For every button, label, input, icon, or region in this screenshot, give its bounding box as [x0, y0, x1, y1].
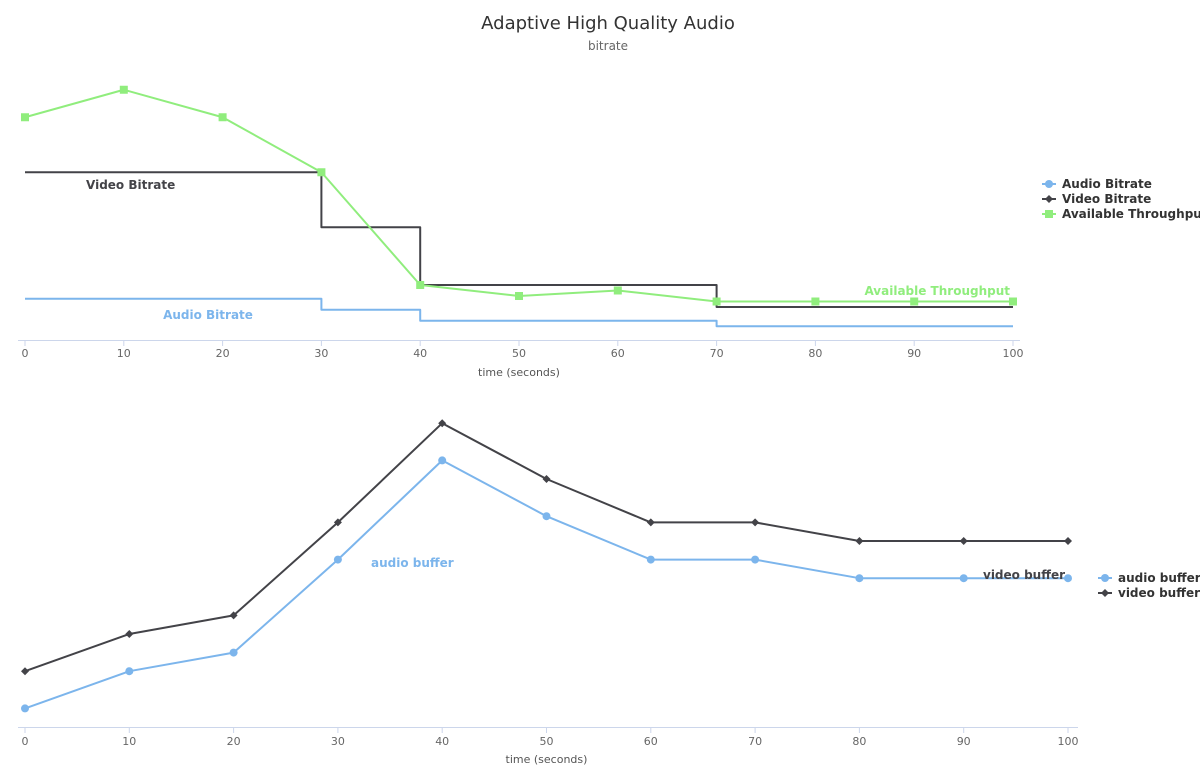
x-tick-label: 0 [22, 735, 29, 748]
series-line-available-throughput [24, 88, 1013, 303]
data-point [1064, 574, 1072, 583]
series-audio-buffer: audio buffer [21, 456, 1072, 713]
data-point [712, 297, 721, 306]
legend-item-audio-buffer: audio buffer [1098, 571, 1200, 585]
x-tick-label: 60 [644, 735, 658, 748]
x-tick-label: 50 [512, 347, 526, 360]
data-point [438, 456, 447, 465]
x-tick-label: 80 [852, 735, 866, 748]
x-tick-label: 10 [122, 735, 136, 748]
data-point [959, 574, 968, 583]
data-point [1009, 297, 1017, 306]
data-point [218, 113, 227, 122]
series-line-audio-buffer [24, 459, 1068, 710]
data-point [751, 555, 760, 564]
legend-label: Audio Bitrate [1062, 177, 1152, 191]
bitrate-chart: 0 10 20 30 40 50 60 70 80 90 100 time (seconds) Audi… [18, 85, 1200, 379]
series-audio-bitrate: Audio Bitrate [25, 297, 1013, 328]
legend-label: video buffer [1118, 586, 1200, 600]
x-tick-label: 0 [22, 347, 29, 360]
chart-title: Adaptive High Quality Audio [481, 13, 735, 34]
data-point [438, 419, 447, 428]
data-point [542, 512, 551, 521]
data-point [855, 574, 864, 583]
x-tick-label: 90 [907, 347, 921, 360]
chart-subtitle: bitrate [588, 39, 628, 53]
data-point [21, 667, 29, 676]
x-tick-label: 20 [227, 735, 241, 748]
series-available-throughput: Available Throughput [21, 85, 1017, 306]
legend-label: Available Throughput [1062, 207, 1200, 221]
legend-marker [1045, 180, 1053, 188]
series-label: Audio Bitrate [163, 308, 253, 322]
series-line-video-buffer [24, 422, 1068, 673]
series-label: Video Bitrate [86, 178, 175, 192]
data-point [542, 475, 551, 483]
data-point [613, 286, 622, 295]
data-point [751, 518, 760, 527]
x-tick-label: 100 [1003, 347, 1024, 360]
series-label: audio buffer [371, 556, 454, 570]
x-axis-title: time (seconds) [506, 753, 588, 766]
legend-marker [1045, 195, 1053, 203]
data-point [119, 85, 128, 94]
legend-marker [1101, 574, 1109, 582]
data-point [515, 292, 523, 300]
series-label: video buffer [983, 568, 1065, 582]
data-point [21, 704, 29, 713]
legend-marker [1101, 589, 1109, 597]
data-point [21, 113, 29, 122]
x-tick-label: 40 [413, 347, 427, 360]
x-axis-title: time (seconds) [478, 366, 560, 379]
x-tick-label: 80 [808, 347, 822, 360]
x-tick-label: 60 [611, 347, 625, 360]
x-tick-label: 70 [710, 347, 724, 360]
x-tick-label: 20 [216, 347, 230, 360]
x-tick-label: 50 [540, 735, 554, 748]
data-point [646, 518, 655, 527]
data-point [125, 630, 134, 638]
data-point [959, 537, 968, 545]
data-point [646, 555, 655, 564]
legend-item-video-buffer: video buffer [1098, 586, 1200, 600]
buffer-chart: 0 10 20 30 40 50 60 70 80 90 100 time (seconds) audi… [18, 419, 1200, 766]
data-point [333, 555, 342, 564]
data-point [125, 667, 134, 676]
x-tick-label: 10 [117, 347, 131, 360]
data-point [855, 537, 864, 545]
x-tick-label: 70 [748, 735, 762, 748]
series-label: Available Throughput [864, 284, 1010, 298]
legend-marker [1045, 210, 1053, 218]
legend-item-available-throughput: Available Throughput [1042, 207, 1200, 221]
series-video-buffer: video buffer [21, 419, 1072, 676]
data-point [333, 518, 342, 527]
x-tick-label: 30 [331, 735, 345, 748]
legend-item-audio-bitrate: Audio Bitrate [1042, 177, 1152, 191]
series-line-audio-bitrate [25, 297, 1013, 328]
data-point [229, 648, 238, 657]
data-point [416, 281, 425, 289]
data-point [317, 168, 326, 177]
x-tick-label: 40 [435, 735, 449, 748]
x-tick-label: 100 [1058, 735, 1079, 748]
data-point [1064, 537, 1072, 545]
legend-item-video-bitrate: Video Bitrate [1042, 192, 1151, 206]
x-tick-label: 30 [314, 347, 328, 360]
x-tick-label: 90 [957, 735, 971, 748]
data-point [811, 297, 820, 306]
legend-label: audio buffer [1118, 571, 1200, 585]
data-point [910, 297, 919, 306]
legend-label: Video Bitrate [1062, 192, 1151, 206]
data-point [229, 611, 238, 620]
